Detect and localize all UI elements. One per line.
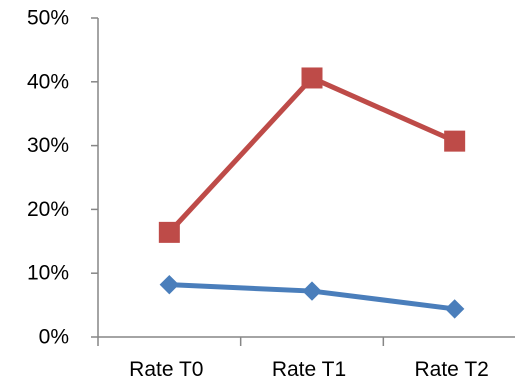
y-axis-ticks: 0% 10% 20% 30% 40% 50% bbox=[27, 7, 98, 349]
y-tick-label: 10% bbox=[27, 262, 69, 285]
data-point-square bbox=[301, 67, 323, 89]
series-line bbox=[166, 75, 458, 235]
data-point-diamond bbox=[302, 281, 322, 301]
x-axis-ticks: Rate T0 Rate T1 Rate T2 bbox=[97, 337, 489, 381]
series-1 bbox=[158, 67, 466, 243]
data-point-square bbox=[444, 130, 466, 152]
plot-area: 0% 10% 20% 30% 40% 50% Rate T0 Rate T1 Rate T2 bbox=[27, 7, 515, 381]
y-tick-label: 0% bbox=[39, 326, 69, 349]
y-tick-label: 20% bbox=[27, 198, 69, 221]
y-tick-label: 40% bbox=[27, 70, 69, 93]
data-point-diamond bbox=[159, 274, 180, 295]
x-tick-label: Rate T0 bbox=[129, 358, 203, 381]
x-tick-label: Rate T2 bbox=[415, 358, 489, 381]
x-tick-label: Rate T1 bbox=[272, 358, 346, 381]
y-tick-label: 50% bbox=[27, 7, 69, 30]
data-point-square bbox=[158, 221, 180, 243]
data-point-diamond bbox=[444, 299, 465, 319]
series-0 bbox=[159, 274, 465, 319]
y-tick-label: 30% bbox=[27, 134, 69, 157]
series-layer bbox=[158, 67, 466, 319]
